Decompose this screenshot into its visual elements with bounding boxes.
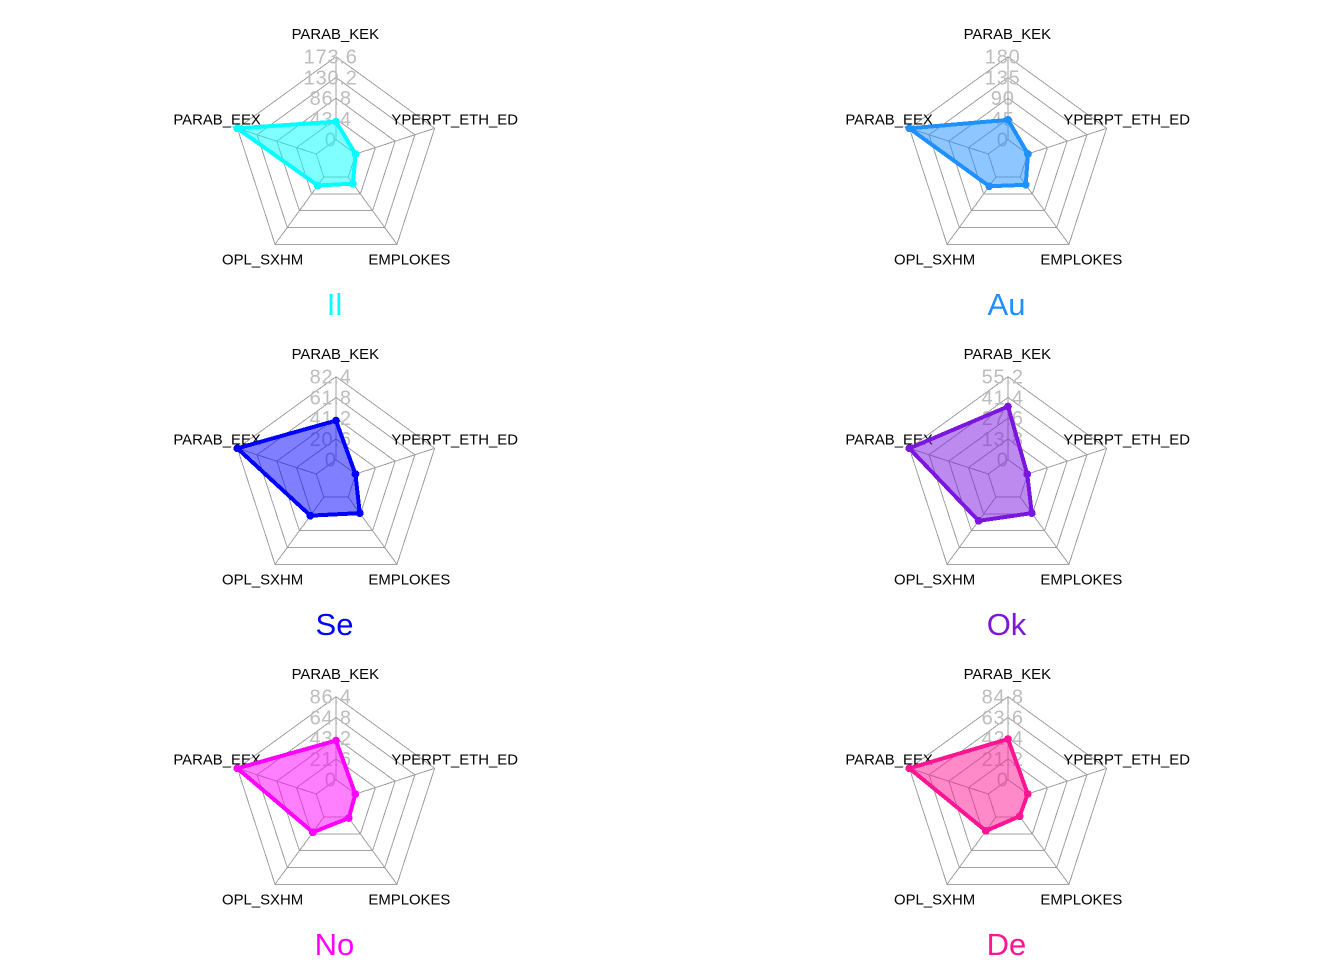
- svg-text:84.8: 84.8: [982, 687, 1024, 709]
- svg-text:173.6: 173.6: [304, 47, 358, 69]
- svg-text:PARAB_KEK: PARAB_KEK: [964, 27, 1052, 43]
- svg-text:EMPLOKES: EMPLOKES: [368, 253, 450, 269]
- svg-text:63.6: 63.6: [982, 707, 1024, 729]
- svg-text:EMPLOKES: EMPLOKES: [1040, 893, 1122, 909]
- svg-text:YPERPT_ETH_ED: YPERPT_ETH_ED: [391, 112, 518, 128]
- svg-text:86.4: 86.4: [310, 687, 352, 709]
- svg-text:EMPLOKES: EMPLOKES: [1040, 573, 1122, 589]
- svg-text:OPL_SXHM: OPL_SXHM: [894, 893, 975, 909]
- svg-text:PARAB_EEX: PARAB_EEX: [173, 432, 261, 448]
- svg-text:Ok: Ok: [987, 607, 1027, 642]
- svg-text:YPERPT_ETH_ED: YPERPT_ETH_ED: [1063, 432, 1190, 448]
- svg-text:PARAB_EEX: PARAB_EEX: [845, 112, 933, 128]
- svg-text:55.2: 55.2: [982, 367, 1024, 389]
- svg-text:PARAB_EEX: PARAB_EEX: [845, 432, 933, 448]
- svg-text:PARAB_EEX: PARAB_EEX: [845, 752, 933, 768]
- svg-text:Au: Au: [988, 287, 1026, 322]
- svg-text:YPERPT_ETH_ED: YPERPT_ETH_ED: [1063, 112, 1190, 128]
- svg-text:YPERPT_ETH_ED: YPERPT_ETH_ED: [391, 432, 518, 448]
- svg-text:OPL_SXHM: OPL_SXHM: [222, 893, 303, 909]
- svg-text:82.4: 82.4: [310, 367, 352, 389]
- svg-text:130.2: 130.2: [304, 67, 358, 89]
- svg-text:PARAB_KEK: PARAB_KEK: [964, 347, 1052, 363]
- svg-text:PARAB_KEK: PARAB_KEK: [292, 27, 380, 43]
- svg-text:Il: Il: [327, 287, 343, 322]
- svg-text:41.4: 41.4: [982, 387, 1024, 409]
- svg-text:Se: Se: [316, 607, 354, 642]
- svg-text:86.8: 86.8: [310, 88, 352, 110]
- svg-text:No: No: [315, 927, 355, 960]
- svg-text:OPL_SXHM: OPL_SXHM: [894, 253, 975, 269]
- svg-text:PARAB_KEK: PARAB_KEK: [964, 667, 1052, 683]
- svg-text:135: 135: [985, 67, 1021, 89]
- svg-text:YPERPT_ETH_ED: YPERPT_ETH_ED: [1063, 752, 1190, 768]
- svg-text:180: 180: [985, 47, 1021, 69]
- svg-text:PARAB_KEK: PARAB_KEK: [292, 347, 380, 363]
- svg-text:PARAB_EEX: PARAB_EEX: [173, 752, 261, 768]
- svg-text:OPL_SXHM: OPL_SXHM: [222, 573, 303, 589]
- svg-text:EMPLOKES: EMPLOKES: [368, 573, 450, 589]
- svg-text:64.8: 64.8: [310, 707, 352, 729]
- svg-text:EMPLOKES: EMPLOKES: [1040, 253, 1122, 269]
- svg-text:90: 90: [991, 88, 1015, 110]
- svg-text:OPL_SXHM: OPL_SXHM: [222, 253, 303, 269]
- svg-text:61.8: 61.8: [310, 387, 352, 409]
- svg-text:PARAB_KEK: PARAB_KEK: [292, 667, 380, 683]
- svg-text:OPL_SXHM: OPL_SXHM: [894, 573, 975, 589]
- svg-text:EMPLOKES: EMPLOKES: [368, 893, 450, 909]
- svg-text:PARAB_EEX: PARAB_EEX: [173, 112, 261, 128]
- svg-text:De: De: [987, 927, 1027, 960]
- svg-text:YPERPT_ETH_ED: YPERPT_ETH_ED: [391, 752, 518, 768]
